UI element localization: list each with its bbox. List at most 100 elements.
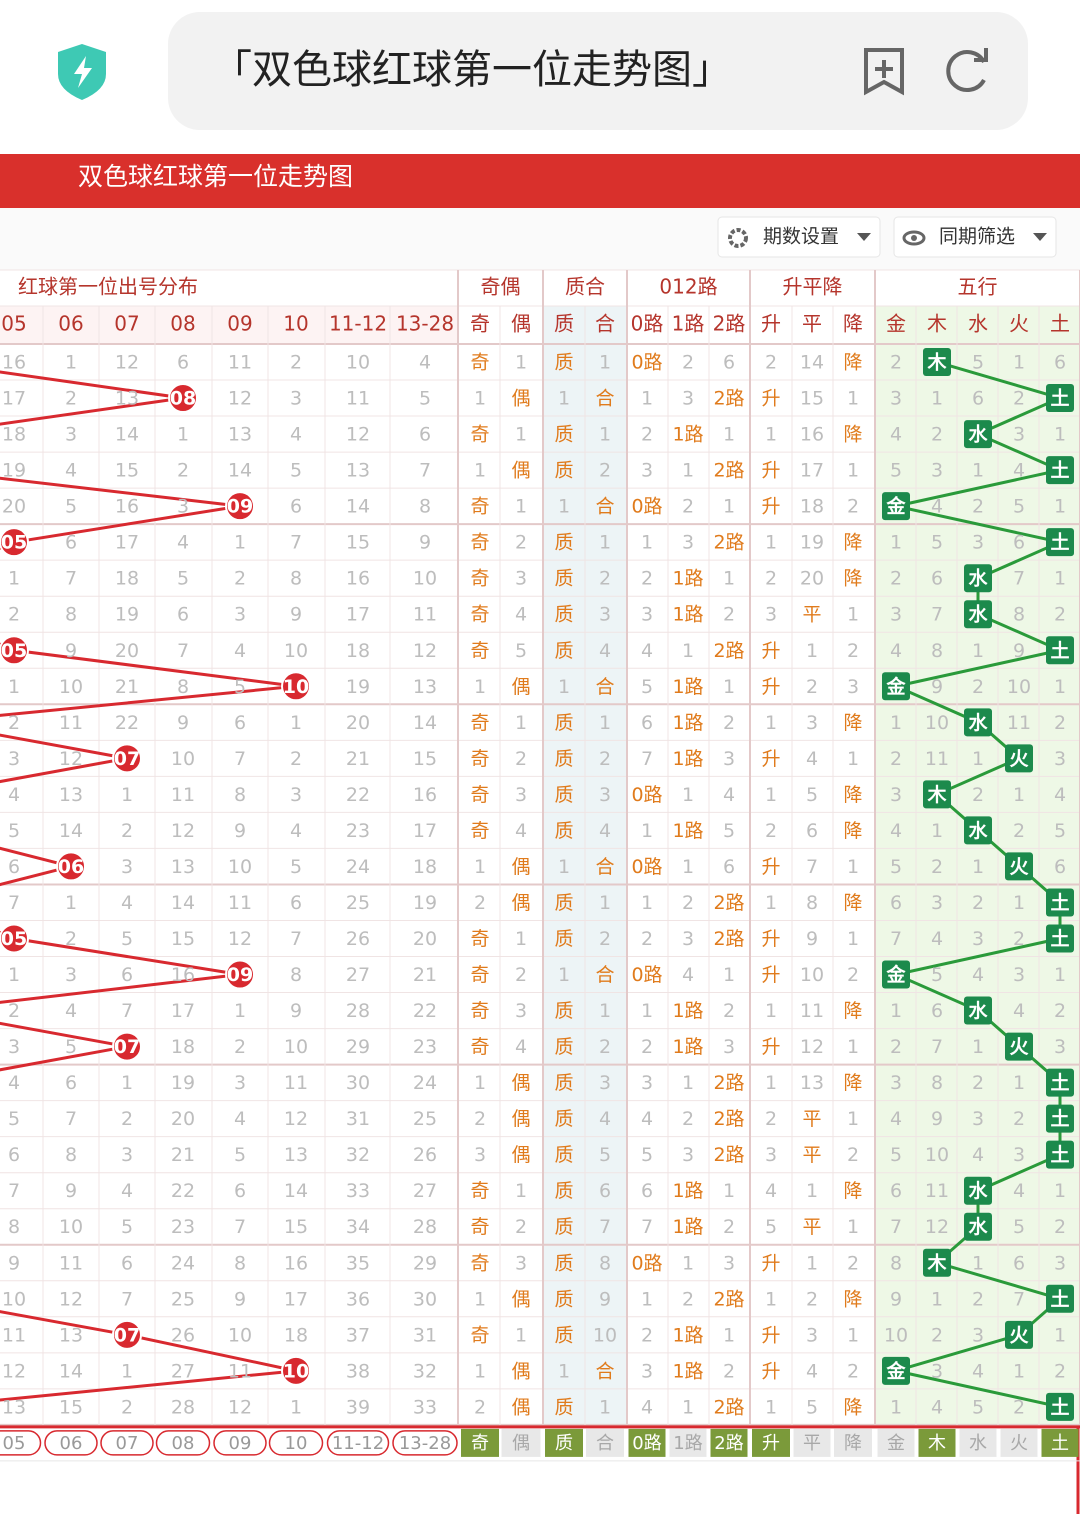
miss-count: 10 xyxy=(171,748,195,770)
miss-count: 19 xyxy=(346,676,370,698)
miss-count: 1 xyxy=(847,1324,859,1346)
hit-number: 06 xyxy=(58,856,84,878)
bookmark-icon[interactable] xyxy=(864,48,904,96)
miss-count: 1 xyxy=(1054,1180,1066,1202)
miss-count: 1 xyxy=(474,676,486,698)
attribute-label: 偶 xyxy=(511,1360,530,1382)
attribute-label: 质 xyxy=(554,568,573,590)
attribute-label: 降 xyxy=(843,820,862,842)
miss-count: 6 xyxy=(641,712,653,734)
miss-count: 8 xyxy=(234,1252,246,1274)
miss-count: 1 xyxy=(806,1252,818,1274)
filter-chip[interactable] xyxy=(710,1428,748,1457)
miss-count: 4 xyxy=(599,1108,611,1130)
attribute-label: 奇 xyxy=(470,532,489,554)
miss-count: 1 xyxy=(806,1180,818,1202)
miss-count: 2 xyxy=(682,352,694,374)
attribute-label: 奇 xyxy=(470,964,489,986)
filter-button[interactable] xyxy=(893,216,1057,258)
miss-count: 2 xyxy=(972,496,984,518)
filter-chip[interactable] xyxy=(586,1428,624,1457)
miss-count: 21 xyxy=(115,676,139,698)
attribute-label: 升 xyxy=(761,460,780,482)
filter-pill[interactable] xyxy=(392,1430,458,1456)
miss-count: 10 xyxy=(925,1144,949,1166)
miss-count: 3 xyxy=(972,1108,984,1130)
miss-count: 3 xyxy=(641,1360,653,1382)
miss-count: 17 xyxy=(284,1288,308,1310)
column-header: 07 xyxy=(114,312,139,336)
miss-count: 6 xyxy=(1013,1252,1025,1274)
attribute-label: 0路 xyxy=(631,352,662,374)
attribute-label: 升 xyxy=(761,964,780,986)
column-header: 火 xyxy=(1009,312,1029,336)
miss-count: 16 xyxy=(115,496,139,518)
hit-number: 10 xyxy=(283,1360,309,1382)
element-label: 土 xyxy=(1050,460,1069,482)
attribute-label: 平 xyxy=(802,1108,821,1130)
filter-pill[interactable] xyxy=(213,1430,267,1456)
filter-chip[interactable] xyxy=(959,1428,997,1457)
trend-line xyxy=(0,370,297,1402)
address-bar[interactable] xyxy=(168,12,1028,130)
miss-count: 18 xyxy=(284,1324,308,1346)
miss-count: 25 xyxy=(171,1288,195,1310)
filter-chip[interactable] xyxy=(628,1428,666,1457)
filter-chip[interactable] xyxy=(1041,1428,1079,1457)
miss-count: 1 xyxy=(972,856,984,878)
filter-chip[interactable] xyxy=(501,1428,541,1457)
miss-count: 1 xyxy=(599,532,611,554)
miss-count: 8 xyxy=(65,1144,77,1166)
miss-count: 2 xyxy=(806,1288,818,1310)
filter-chip[interactable] xyxy=(752,1428,790,1457)
filter-chip[interactable] xyxy=(461,1428,499,1457)
filter-chip[interactable] xyxy=(793,1428,831,1457)
miss-count: 26 xyxy=(171,1324,195,1346)
attribute-label: 质 xyxy=(554,928,573,950)
miss-count: 36 xyxy=(346,1288,370,1310)
miss-count: 7 xyxy=(931,1036,943,1058)
miss-count: 9 xyxy=(1013,640,1025,662)
miss-count: 7 xyxy=(290,928,302,950)
miss-count: 1 xyxy=(723,1180,735,1202)
filter-chip[interactable] xyxy=(669,1428,707,1457)
miss-count: 1 xyxy=(474,388,486,410)
filter-pill[interactable] xyxy=(155,1430,211,1456)
filter-chip[interactable] xyxy=(918,1428,956,1457)
miss-count: 9 xyxy=(806,928,818,950)
filter-chip[interactable] xyxy=(877,1428,915,1457)
filter-pill[interactable] xyxy=(268,1430,324,1456)
attribute-label: 偶 xyxy=(511,1396,530,1418)
miss-count: 3 xyxy=(931,892,943,914)
miss-count: 1 xyxy=(599,352,611,374)
miss-count: 3 xyxy=(234,604,246,626)
miss-count: 1 xyxy=(890,532,902,554)
filter-pill[interactable] xyxy=(100,1430,154,1456)
filter-pill[interactable] xyxy=(44,1430,98,1456)
hit-ball xyxy=(0,527,29,558)
attribute-label: 升 xyxy=(761,856,780,878)
attribute-label: 质 xyxy=(554,352,573,374)
miss-count: 4 xyxy=(65,1000,77,1022)
filter-pill[interactable] xyxy=(326,1430,390,1456)
miss-count: 4 xyxy=(1013,460,1025,482)
miss-count: 8 xyxy=(290,964,302,986)
filter-chip[interactable] xyxy=(545,1428,583,1457)
miss-count: 4 xyxy=(515,604,527,626)
element-label: 水 xyxy=(968,820,988,842)
miss-count: 6 xyxy=(931,568,943,590)
miss-count: 2 xyxy=(765,568,777,590)
miss-count: 4 xyxy=(641,1396,653,1418)
miss-count: 7 xyxy=(177,640,189,662)
filter-chip[interactable] xyxy=(834,1428,872,1457)
reload-icon[interactable] xyxy=(946,48,988,92)
filter-pill[interactable] xyxy=(0,1430,42,1456)
miss-count: 6 xyxy=(8,1144,20,1166)
period-button[interactable] xyxy=(717,216,881,258)
attribute-label: 质 xyxy=(554,1036,573,1058)
miss-count: 15 xyxy=(284,1216,308,1238)
miss-count: 1 xyxy=(641,820,653,842)
miss-count: 8 xyxy=(890,1252,902,1274)
miss-count: 27 xyxy=(346,964,370,986)
filter-chip[interactable] xyxy=(1000,1428,1038,1457)
